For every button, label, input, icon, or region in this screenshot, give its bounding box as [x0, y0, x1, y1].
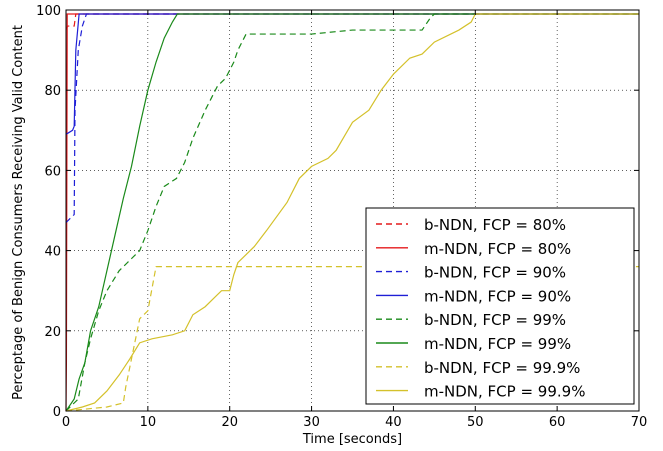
- x-axis-label: Time [seconds]: [302, 432, 402, 447]
- y-tick-label: 20: [44, 325, 61, 340]
- legend-label-7: m-NDN, FCP = 99.9%: [424, 383, 585, 401]
- legend-label-4: b-NDN, FCP = 99%: [424, 311, 566, 329]
- series-line-3: [65, 13, 639, 135]
- axis-ticks: 0 10 20 30 40 50 60 70 0 20 40 60 80 100: [36, 4, 647, 430]
- series-line-5: [65, 13, 639, 412]
- x-tick-label: 50: [467, 415, 484, 430]
- y-tick-label: 0: [53, 405, 61, 420]
- y-tick-label: 60: [44, 164, 61, 179]
- legend-box: [365, 207, 635, 405]
- y-tick-label: 100: [36, 4, 61, 19]
- series-line-4: [65, 13, 639, 412]
- legend-label-0: b-NDN, FCP = 80%: [424, 216, 566, 234]
- y-tick-label: 40: [44, 245, 61, 260]
- plot-frame: [65, 9, 640, 412]
- x-tick-label: 30: [303, 415, 320, 430]
- y-axis-label: Perceptage of Benign Consumers Receiving…: [11, 25, 26, 400]
- x-tick-label: 20: [221, 415, 238, 430]
- legend-label-5: m-NDN, FCP = 99%: [424, 335, 571, 353]
- legend: b-NDN, FCP = 80% m-NDN, FCP = 80% b-NDN, F…: [365, 207, 635, 405]
- legend-label-2: b-NDN, FCP = 90%: [424, 264, 566, 282]
- x-tick-label: 10: [140, 415, 157, 430]
- series-line-6: [65, 266, 639, 412]
- x-tick-label: 70: [631, 415, 648, 430]
- legend-label-1: m-NDN, FCP = 80%: [424, 240, 571, 258]
- y-tick-label: 80: [44, 84, 61, 99]
- x-tick-label: 40: [385, 415, 402, 430]
- legend-label-6: b-NDN, FCP = 99.9%: [424, 359, 580, 377]
- legend-label-3: m-NDN, FCP = 90%: [424, 287, 571, 305]
- x-tick-label: 60: [549, 415, 566, 430]
- x-tick-label: 0: [62, 415, 70, 430]
- series-line-7: [65, 13, 639, 412]
